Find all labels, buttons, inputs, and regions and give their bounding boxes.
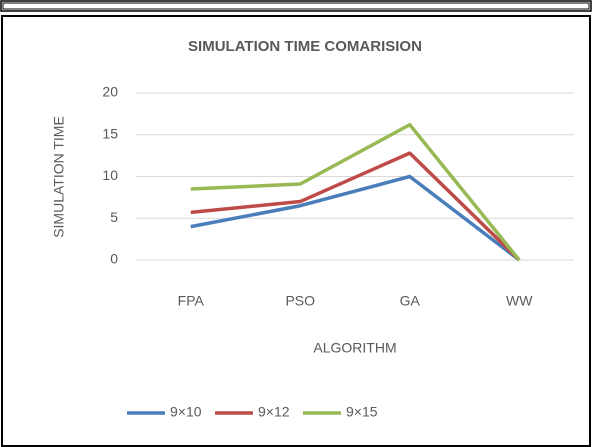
x-tick-label: PSO bbox=[285, 293, 315, 309]
y-tick-label: 0 bbox=[110, 251, 118, 267]
chart-frame bbox=[1, 15, 591, 447]
y-tick-label: 5 bbox=[110, 209, 118, 225]
series-line bbox=[190, 174, 521, 262]
x-tick-label: FPA bbox=[178, 293, 205, 309]
x-tick-label: WW bbox=[506, 293, 533, 309]
y-tick-label: 15 bbox=[102, 125, 118, 141]
y-axis-label: SIMULATION TIME bbox=[51, 116, 67, 238]
top-frame-inner bbox=[2, 2, 590, 10]
legend-label: 9×15 bbox=[346, 404, 378, 420]
legend-label: 9×12 bbox=[258, 404, 290, 420]
legend-label: 9×10 bbox=[170, 404, 202, 420]
y-tick-label: 20 bbox=[102, 84, 118, 100]
x-tick-label: GA bbox=[400, 293, 421, 309]
series-line bbox=[190, 122, 521, 262]
x-axis-label: ALGORITHM bbox=[313, 340, 396, 356]
top-frame bbox=[0, 0, 592, 12]
y-tick-label: 10 bbox=[102, 167, 118, 183]
chart-title: SIMULATION TIME COMARISION bbox=[188, 38, 422, 55]
series-line bbox=[190, 151, 521, 262]
